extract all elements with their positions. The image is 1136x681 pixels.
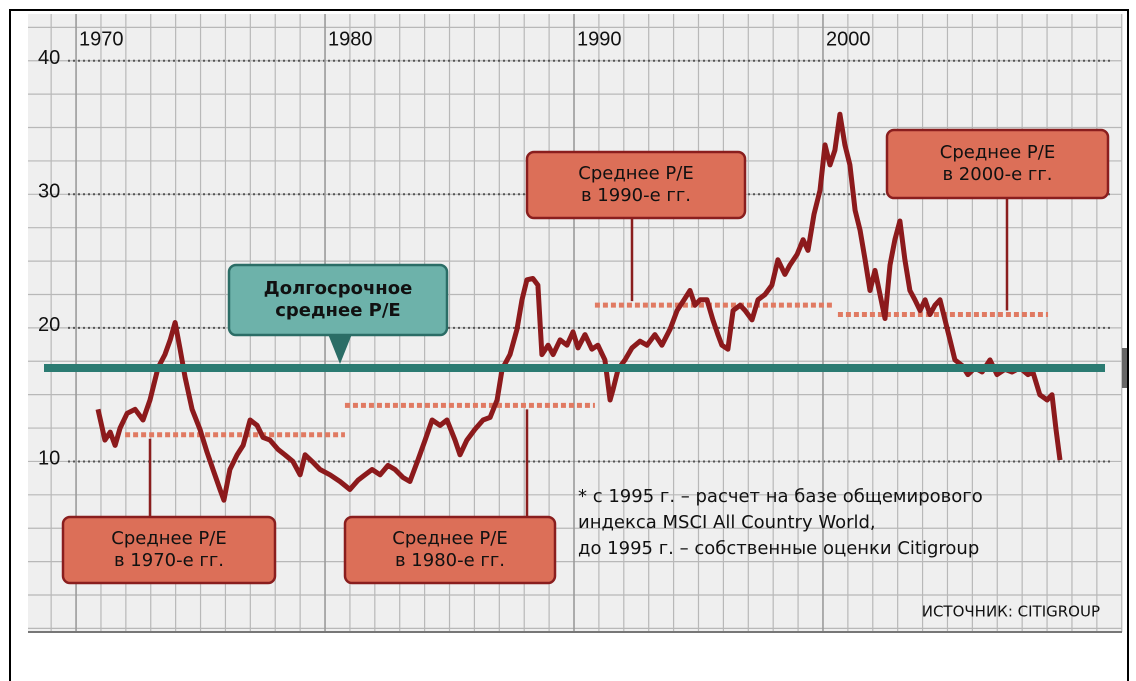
y-tick-label: 10 bbox=[38, 448, 60, 470]
callout-label: среднее P/E bbox=[275, 300, 400, 321]
callout-label: в 1970-е гг. bbox=[114, 550, 224, 571]
x-tick-label: 1990 bbox=[577, 28, 622, 50]
callout-box bbox=[61, 515, 277, 585]
callout-pointer bbox=[328, 334, 352, 364]
x-tick-label: 1980 bbox=[328, 28, 373, 50]
source: ИСТОЧНИК: CITIGROUP bbox=[922, 603, 1100, 621]
callout-box bbox=[885, 128, 1110, 200]
y-tick-label: 20 bbox=[38, 314, 60, 336]
callout-label: Среднее P/E bbox=[578, 163, 693, 184]
callout-label: в 1980-е гг. bbox=[395, 550, 505, 571]
callout-label: Среднее P/E bbox=[392, 528, 507, 549]
marks bbox=[44, 111, 1105, 503]
scroll-marker bbox=[1122, 348, 1129, 388]
callout-label: Долгосрочное bbox=[264, 278, 413, 299]
callout-box bbox=[525, 150, 747, 220]
callout-label: Среднее P/E bbox=[111, 528, 226, 549]
callout-label: Среднее P/E bbox=[940, 142, 1055, 163]
frame bbox=[9, 9, 1129, 681]
footnote: * с 1995 г. – расчет на базе общемировог… bbox=[578, 486, 983, 507]
x-tick-label: 1970 bbox=[79, 28, 124, 50]
y-tick-label: 40 bbox=[38, 47, 60, 69]
x-tick-label: 2000 bbox=[826, 28, 871, 50]
y-tick-label: 30 bbox=[38, 181, 60, 203]
callout-box bbox=[343, 515, 557, 585]
footnote: индекса MSCI All Country World, bbox=[578, 512, 876, 533]
pe-line bbox=[95, 111, 1063, 503]
callout-label: в 2000-е гг. bbox=[942, 164, 1052, 185]
callout-label: в 1990-е гг. bbox=[581, 185, 691, 206]
footnote: до 1995 г. – собственные оценки Citigrou… bbox=[578, 538, 979, 559]
